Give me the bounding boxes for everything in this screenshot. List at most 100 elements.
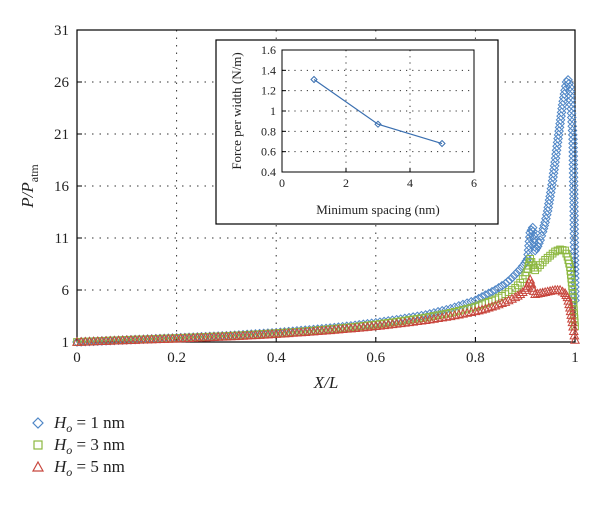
data-point xyxy=(555,284,566,294)
data-point xyxy=(568,286,577,294)
data-point xyxy=(567,121,578,132)
legend-marker xyxy=(33,440,43,450)
data-point xyxy=(533,263,542,272)
data-point xyxy=(473,305,484,315)
inset-y-tick-label: 0.4 xyxy=(261,165,276,179)
legend-var: H xyxy=(53,435,68,454)
y-tick-label: 31 xyxy=(54,23,69,39)
data-point xyxy=(510,269,521,280)
data-point xyxy=(567,317,578,327)
inset-y-tick-label: 1.4 xyxy=(261,63,276,77)
data-point xyxy=(497,280,507,291)
data-point xyxy=(565,82,575,93)
data-point xyxy=(511,284,520,292)
data-point xyxy=(564,302,576,312)
y-tick-label: 16 xyxy=(54,179,70,195)
data-point xyxy=(569,330,580,340)
data-point xyxy=(510,292,521,302)
inset-y-tick-label: 1.2 xyxy=(261,84,276,98)
data-point xyxy=(565,86,576,97)
legend-item: Ho = 3 nm xyxy=(33,435,125,457)
data-point xyxy=(526,278,537,288)
data-point xyxy=(507,272,518,282)
legend-marker xyxy=(32,417,44,429)
data-point xyxy=(505,274,516,285)
x-tick-label: 0.2 xyxy=(167,350,186,366)
x-tick-label: 0.6 xyxy=(366,350,385,366)
inset-x-tick-label: 2 xyxy=(343,176,349,190)
data-point xyxy=(564,298,575,309)
data-point xyxy=(566,99,576,110)
y-axis-title: P/Patm xyxy=(18,164,41,209)
y-tick-label: 26 xyxy=(54,75,70,91)
data-point xyxy=(490,300,501,310)
inset-series-line xyxy=(313,78,443,145)
data-point xyxy=(562,292,573,302)
data-point xyxy=(512,266,523,277)
inset-ticks: 0 2 4 6 0.4 0.6 0.8 1 1.2 1.4 1.6 xyxy=(261,43,477,190)
x-axis-title: X/L xyxy=(313,373,339,392)
y-tick-label: 1 xyxy=(62,335,70,351)
x-tick-label: 1 xyxy=(571,350,579,366)
data-point xyxy=(546,251,554,260)
legend-var: H xyxy=(53,413,68,432)
data-point xyxy=(556,245,564,254)
inset-x-tick-label: 0 xyxy=(279,176,285,190)
data-point xyxy=(524,236,535,247)
data-point xyxy=(563,75,573,85)
inset-box xyxy=(215,39,499,225)
data-point xyxy=(566,108,577,119)
data-point xyxy=(532,241,543,252)
legend-label: Ho = 5 nm xyxy=(53,457,125,479)
data-point xyxy=(541,255,549,264)
data-point xyxy=(493,299,504,309)
inset-x-axis-title: Minimum spacing (nm) xyxy=(316,202,440,217)
data-point xyxy=(566,103,577,114)
data-point xyxy=(553,246,562,255)
inset-series xyxy=(310,75,446,148)
inset-y-tick-label: 1.6 xyxy=(261,43,276,57)
series-triangle xyxy=(71,274,581,346)
inset-data-point xyxy=(438,139,446,148)
legend-sub: o xyxy=(66,465,72,479)
inset-data-point xyxy=(310,75,318,84)
data-point xyxy=(441,304,452,315)
data-point xyxy=(565,90,576,101)
legend-label: Ho = 3 nm xyxy=(53,435,125,457)
data-point xyxy=(533,238,544,249)
y-tick-label: 21 xyxy=(54,127,69,143)
inset-y-tick-label: 0.6 xyxy=(261,145,276,159)
data-point xyxy=(500,296,511,306)
y-axis-title-sub: atm xyxy=(27,164,41,183)
data-point xyxy=(515,264,526,275)
data-point xyxy=(567,125,578,136)
data-point xyxy=(462,298,473,309)
data-point xyxy=(437,305,448,316)
legend-rest: = 1 nm xyxy=(72,413,125,432)
legend-marker xyxy=(31,460,45,472)
data-point xyxy=(565,306,576,316)
inset-gridlines xyxy=(282,50,474,172)
data-point xyxy=(503,295,514,305)
inset-x-tick-label: 4 xyxy=(407,176,413,190)
legend-item: Ho = 1 nm xyxy=(32,413,125,435)
data-point xyxy=(536,261,545,269)
data-point xyxy=(502,276,513,287)
legend-rest: = 5 nm xyxy=(72,457,125,476)
y-axis-title-main: P/P xyxy=(18,182,37,209)
data-point xyxy=(568,325,579,335)
data-point xyxy=(528,261,537,269)
inset-y-tick-label: 1 xyxy=(270,104,276,118)
x-tick-label: 0.8 xyxy=(466,350,485,366)
y-tick-label: 11 xyxy=(55,231,69,247)
inset-data-point xyxy=(374,120,382,128)
data-point xyxy=(480,303,491,313)
inset-y-axis-title: Force per width (N/m) xyxy=(229,52,244,169)
inset-x-tick-label: 6 xyxy=(471,176,477,190)
legend-label: Ho = 1 nm xyxy=(53,413,125,435)
legend-var: H xyxy=(53,457,68,476)
